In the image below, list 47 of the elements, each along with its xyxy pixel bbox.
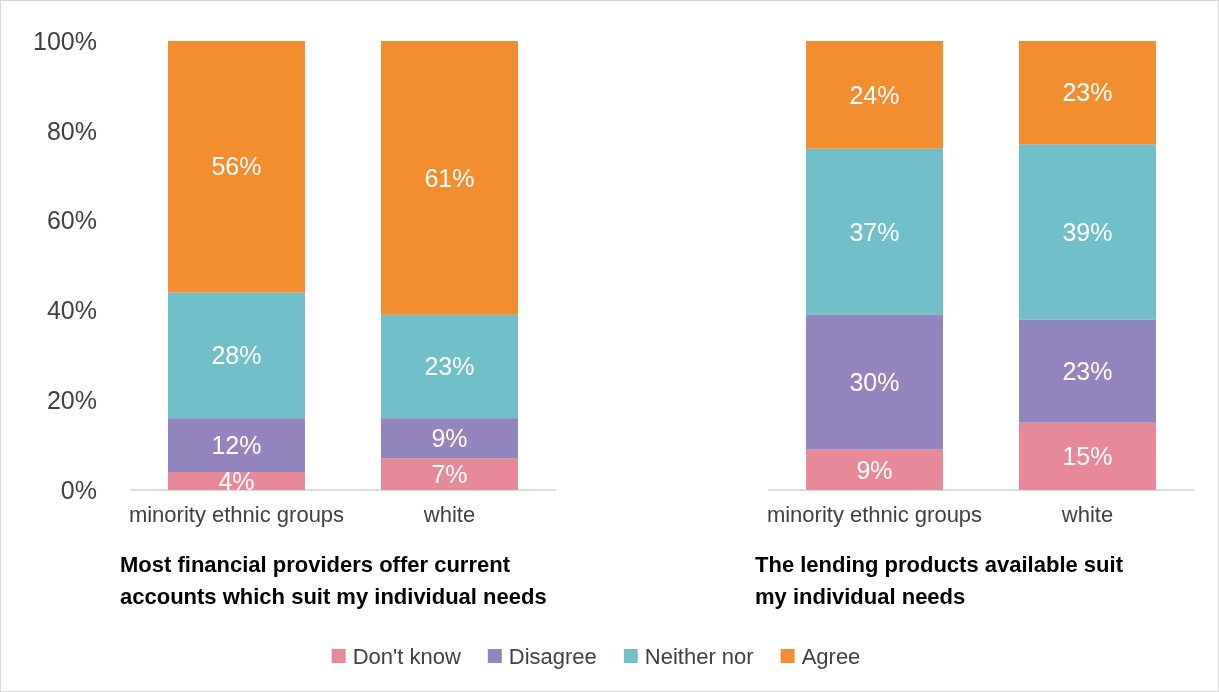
bar <box>1019 422 1156 490</box>
bar <box>381 418 518 459</box>
data-label: 30% <box>849 367 900 396</box>
data-label: 23% <box>1062 78 1113 107</box>
bar <box>806 41 943 149</box>
data-label: 39% <box>1062 217 1113 246</box>
bar <box>806 449 943 490</box>
bar <box>1019 41 1156 145</box>
bar <box>806 314 943 450</box>
bar <box>1019 319 1156 423</box>
bar <box>168 418 305 473</box>
legend-label: Disagree <box>508 643 597 669</box>
bar <box>381 41 518 315</box>
data-label: 12% <box>211 430 262 459</box>
bar <box>168 292 305 419</box>
y-tick-label: 40% <box>46 296 97 325</box>
y-tick-label: 0% <box>60 475 97 504</box>
data-label: 7% <box>431 460 468 489</box>
y-tick-label: 100% <box>33 26 97 55</box>
y-tick-label: 80% <box>46 116 97 145</box>
data-label: 4% <box>218 466 255 495</box>
bar <box>381 458 518 490</box>
bar <box>806 148 943 315</box>
data-label: 15% <box>1062 442 1113 471</box>
data-label: 23% <box>1062 356 1113 385</box>
bar <box>1019 144 1156 320</box>
data-label: 9% <box>856 455 893 484</box>
data-label: 23% <box>424 352 475 381</box>
x-tick-label: minority ethnic groups <box>128 502 345 527</box>
data-label: 24% <box>849 80 900 109</box>
x-tick-label: minority ethnic groups <box>766 502 983 527</box>
y-tick-label: 60% <box>46 206 97 235</box>
data-label: 61% <box>424 163 475 192</box>
x-tick-label: white <box>1060 502 1114 527</box>
data-label: 56% <box>211 152 262 181</box>
data-label: 37% <box>849 217 900 246</box>
legend-label: Agree <box>801 643 861 669</box>
bar <box>381 314 518 419</box>
data-label: 9% <box>431 424 468 453</box>
legend-label: Neither nor <box>644 643 754 669</box>
x-tick-label: white <box>422 502 476 527</box>
text: The lending products available suit my individual needs <box>755 552 1124 609</box>
text: Most financial providers offer current accounts which suit my individual needs <box>120 552 547 609</box>
bar <box>168 41 305 293</box>
legend-label: Don't know <box>352 643 461 669</box>
y-tick-label: 20% <box>46 385 97 414</box>
data-label: 28% <box>211 341 262 370</box>
